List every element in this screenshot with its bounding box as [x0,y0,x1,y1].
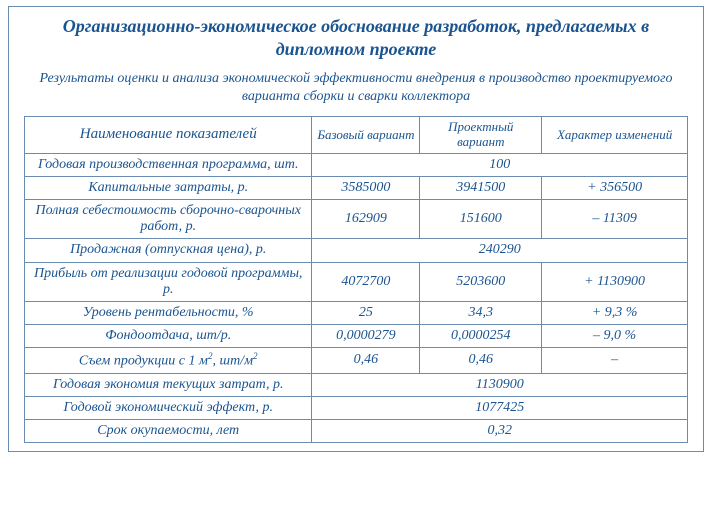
table-row: Годовой экономический эффект, р.1077425 [25,396,688,419]
row-value-merged: 240290 [312,239,688,262]
col-header-proj: Проектный вариант [420,117,542,154]
row-value-merged: 0,32 [312,419,688,442]
table-row: Фондоотдача, шт/р.0,00002790,0000254– 9,… [25,324,688,347]
row-name: Годовая производственная программа, шт. [25,154,312,177]
col-header-base: Базовый вариант [312,117,420,154]
table-row: Годовая экономия текущих затрат, р.11309… [25,373,688,396]
row-name: Съем продукции с 1 м2, шт/м2 [25,347,312,373]
row-proj: 151600 [420,200,542,239]
row-change: + 1130900 [542,262,688,301]
row-name: Годовой экономический эффект, р. [25,396,312,419]
row-name: Уровень рентабельности, % [25,301,312,324]
col-header-name: Наименование показателей [25,117,312,154]
row-name: Годовая экономия текущих затрат, р. [25,373,312,396]
row-base: 0,0000279 [312,324,420,347]
row-change: – 9,0 % [542,324,688,347]
row-value-merged: 100 [312,154,688,177]
table-row: Прибыль от реализации годовой программы,… [25,262,688,301]
table-row: Продажная (отпускная цена), р.240290 [25,239,688,262]
row-base: 3585000 [312,177,420,200]
document-frame: Организационно-экономическое обоснование… [8,6,704,452]
table-row: Уровень рентабельности, %2534,3+ 9,3 % [25,301,688,324]
table-row: Срок окупаемости, лет0,32 [25,419,688,442]
row-name: Прибыль от реализации годовой программы,… [25,262,312,301]
row-proj: 5203600 [420,262,542,301]
table-row: Съем продукции с 1 м2, шт/м20,460,46– [25,347,688,373]
row-base: 0,46 [312,347,420,373]
table-header-row: Наименование показателей Базовый вариант… [25,117,688,154]
row-name: Продажная (отпускная цена), р. [25,239,312,262]
row-change: + 356500 [542,177,688,200]
row-base: 25 [312,301,420,324]
row-name: Фондоотдача, шт/р. [25,324,312,347]
page-subtitle: Результаты оценки и анализа экономическо… [9,66,703,116]
row-proj: 3941500 [420,177,542,200]
row-change: – 11309 [542,200,688,239]
table-row: Полная себестоимость сборочно-сварочных … [25,200,688,239]
row-name: Полная себестоимость сборочно-сварочных … [25,200,312,239]
row-value-merged: 1077425 [312,396,688,419]
row-base: 162909 [312,200,420,239]
row-proj: 34,3 [420,301,542,324]
row-change: – [542,347,688,373]
row-name: Капитальные затраты, р. [25,177,312,200]
indicators-table: Наименование показателей Базовый вариант… [24,116,688,443]
row-change: + 9,3 % [542,301,688,324]
table-row: Капитальные затраты, р.35850003941500+ 3… [25,177,688,200]
row-proj: 0,46 [420,347,542,373]
table-row: Годовая производственная программа, шт.1… [25,154,688,177]
row-value-merged: 1130900 [312,373,688,396]
row-name: Срок окупаемости, лет [25,419,312,442]
col-header-change: Характер изменений [542,117,688,154]
page-title: Организационно-экономическое обоснование… [9,7,703,66]
row-proj: 0,0000254 [420,324,542,347]
row-base: 4072700 [312,262,420,301]
